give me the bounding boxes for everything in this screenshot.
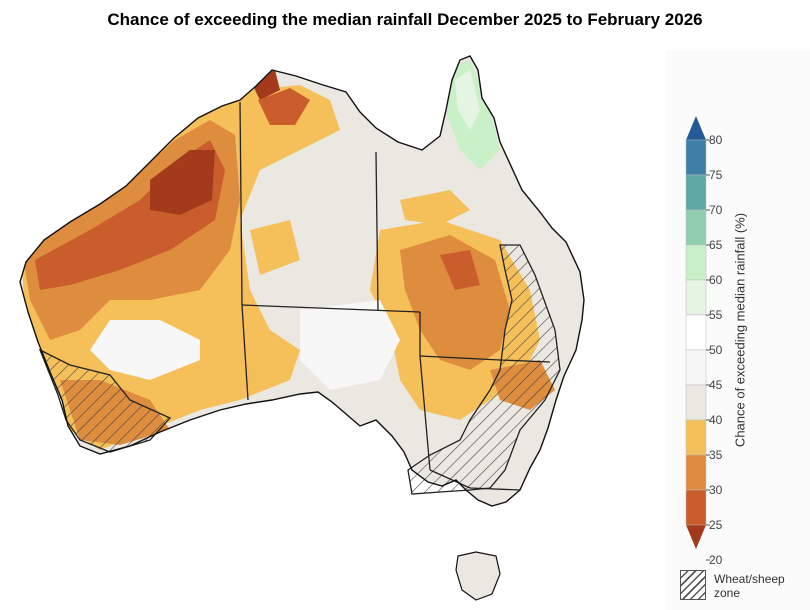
colorbar-band bbox=[685, 139, 707, 176]
colorbar-tick-label: 35 bbox=[709, 448, 723, 462]
australia-coastline bbox=[19, 55, 585, 507]
colorbar-tick-label: 55 bbox=[709, 308, 723, 322]
colorbar-band bbox=[685, 349, 707, 386]
state-borders bbox=[239, 101, 551, 491]
colorbar-band bbox=[685, 279, 707, 316]
colorbar-band bbox=[685, 244, 707, 281]
colorbar-label: Chance of exceeding median rainfall (%) bbox=[732, 212, 748, 448]
colorbar-band bbox=[685, 419, 707, 456]
colorbar-arrow-high bbox=[686, 116, 706, 140]
colorbar-band bbox=[685, 174, 707, 211]
colorbar-tick-label: 60 bbox=[709, 273, 723, 287]
colorbar-band bbox=[685, 454, 707, 491]
colorbar-tick-label: 50 bbox=[709, 343, 723, 357]
wheat-sheep-zone-hatching bbox=[38, 244, 561, 495]
wheat-sheep-swatch bbox=[680, 570, 706, 600]
colorbar-tick-label: 65 bbox=[709, 238, 723, 252]
colorbar-arrow-low bbox=[686, 525, 706, 549]
colorbar-tick-label: 45 bbox=[709, 378, 723, 392]
colorbar-tick-label: 25 bbox=[709, 518, 723, 532]
colorbar-band bbox=[685, 209, 707, 246]
colorbar-tick-label: 20 bbox=[709, 553, 723, 567]
australia-rainfall-map bbox=[19, 55, 585, 601]
colorbar-tick-label: 40 bbox=[709, 413, 723, 427]
colorbar-band bbox=[685, 489, 707, 526]
tasmania bbox=[455, 551, 501, 601]
colorbar-tick-label: 75 bbox=[709, 168, 723, 182]
colorbar-tick-label: 80 bbox=[709, 133, 723, 147]
colorbar-band bbox=[685, 384, 707, 421]
colorbar-tick-label: 30 bbox=[709, 483, 723, 497]
colorbar-band bbox=[685, 314, 707, 351]
map-title: Chance of exceeding the median rainfall … bbox=[107, 10, 703, 29]
colorbar-tick-label: 70 bbox=[709, 203, 723, 217]
wheat-sheep-label: Wheat/sheep zone bbox=[714, 572, 785, 600]
